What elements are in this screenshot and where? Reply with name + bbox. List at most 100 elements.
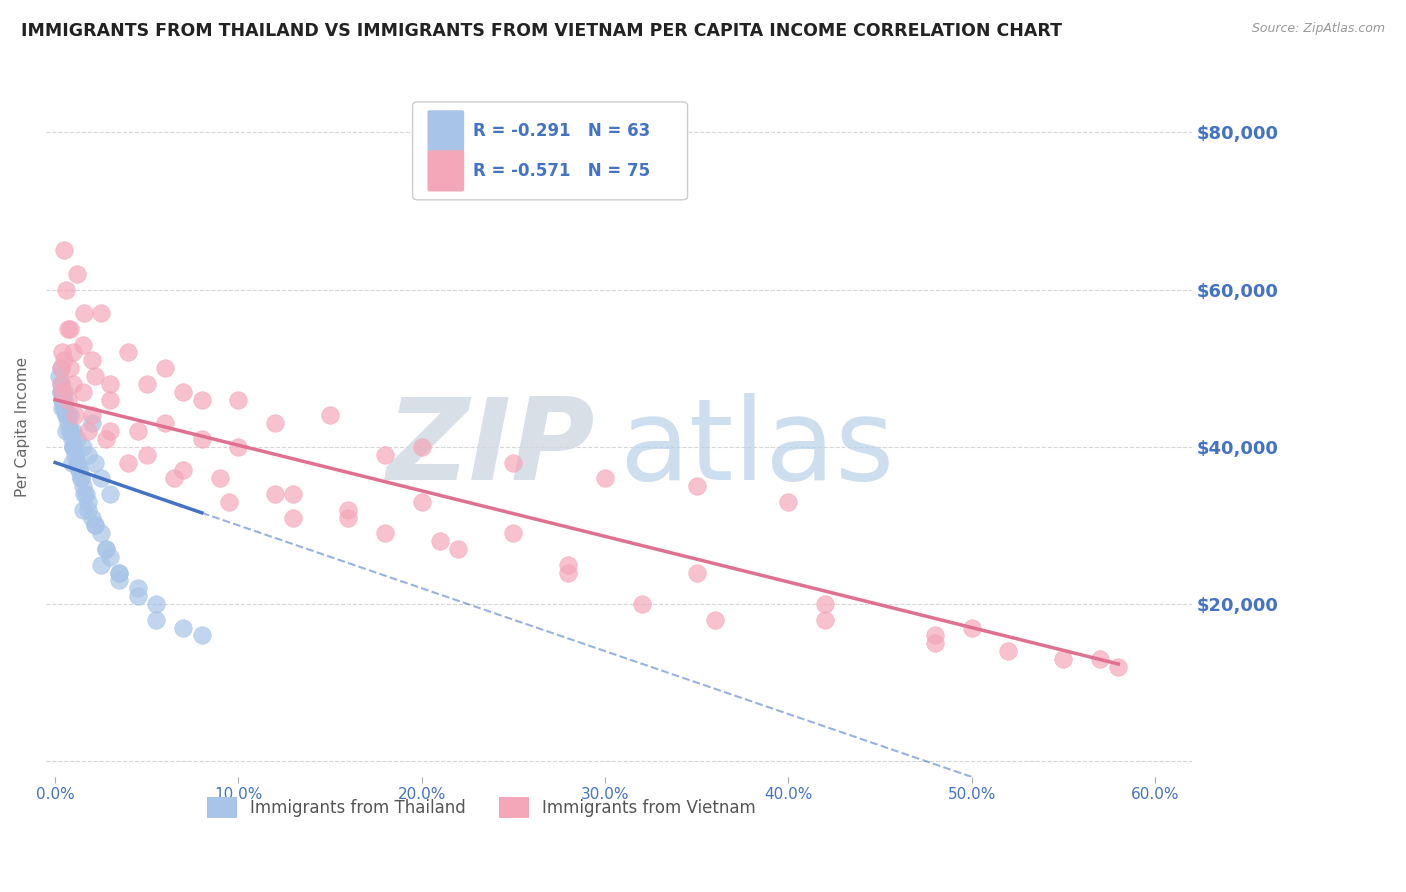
Y-axis label: Per Capita Income: Per Capita Income (15, 357, 30, 497)
Point (117, 456, 139, 470)
FancyBboxPatch shape (427, 150, 464, 192)
Point (145, 597, 167, 611)
Point (62, 440, 84, 454)
Point (163, 471, 186, 485)
Text: ZIP: ZIP (388, 392, 596, 504)
Point (62, 424, 84, 438)
Point (411, 495, 433, 509)
Point (67, 463, 90, 477)
Point (90, 558, 112, 572)
Point (98, 549, 121, 564)
Point (127, 581, 149, 595)
Point (69, 471, 91, 485)
Point (80, 353, 103, 368)
FancyBboxPatch shape (427, 111, 464, 152)
Point (51, 345, 73, 359)
Point (90, 526, 112, 541)
Point (98, 424, 121, 438)
Point (66, 456, 89, 470)
Point (55, 424, 77, 438)
Point (56, 409, 79, 423)
Point (997, 644, 1019, 658)
Point (96, 541, 118, 556)
Point (62, 440, 84, 454)
Point (84, 456, 107, 470)
Point (53, 384, 76, 399)
Point (53, 401, 76, 415)
Point (172, 463, 194, 477)
Point (557, 558, 579, 572)
Point (98, 487, 121, 501)
Point (60, 432, 83, 446)
Point (67, 463, 90, 477)
Point (62, 440, 84, 454)
Point (59, 409, 82, 423)
Point (145, 613, 167, 627)
Point (191, 432, 214, 446)
Point (62, 345, 84, 359)
Point (77, 424, 100, 438)
Point (98, 392, 121, 407)
Point (80, 510, 103, 524)
Point (65, 409, 87, 423)
Point (686, 479, 709, 493)
Point (51, 384, 73, 399)
Point (924, 636, 946, 650)
FancyBboxPatch shape (412, 102, 688, 200)
Point (56, 416, 79, 430)
Point (59, 322, 82, 336)
Point (814, 613, 837, 627)
Point (264, 487, 287, 501)
Point (96, 432, 118, 446)
Point (49, 384, 72, 399)
Point (77, 495, 100, 509)
Point (1052, 652, 1074, 666)
Point (502, 456, 524, 470)
Point (127, 424, 149, 438)
Point (502, 526, 524, 541)
Point (127, 589, 149, 603)
Point (59, 361, 82, 376)
Point (73, 487, 96, 501)
Point (55, 283, 77, 297)
Point (153, 361, 176, 376)
Point (49, 376, 72, 391)
Point (778, 495, 800, 509)
Point (55, 409, 77, 423)
Point (593, 471, 616, 485)
Point (686, 566, 709, 580)
Point (75, 487, 97, 501)
Point (59, 424, 82, 438)
Point (172, 621, 194, 635)
Point (814, 597, 837, 611)
Point (59, 424, 82, 438)
Point (191, 628, 214, 642)
Point (84, 518, 107, 533)
Point (53, 244, 76, 258)
Point (66, 432, 89, 446)
Point (80, 416, 103, 430)
Point (374, 448, 396, 462)
Point (264, 416, 287, 430)
Point (228, 392, 250, 407)
Point (49, 361, 72, 376)
Point (90, 306, 112, 320)
Point (49, 384, 72, 399)
Point (447, 541, 470, 556)
Point (557, 566, 579, 580)
Text: atlas: atlas (619, 392, 894, 504)
Point (319, 409, 342, 423)
Point (924, 628, 946, 642)
Point (337, 502, 360, 516)
Point (429, 534, 451, 549)
Point (56, 322, 79, 336)
Point (172, 384, 194, 399)
Point (108, 566, 131, 580)
Point (337, 510, 360, 524)
Point (56, 392, 79, 407)
Point (53, 401, 76, 415)
Point (73, 306, 96, 320)
Point (72, 502, 94, 516)
Point (117, 345, 139, 359)
Point (135, 376, 157, 391)
